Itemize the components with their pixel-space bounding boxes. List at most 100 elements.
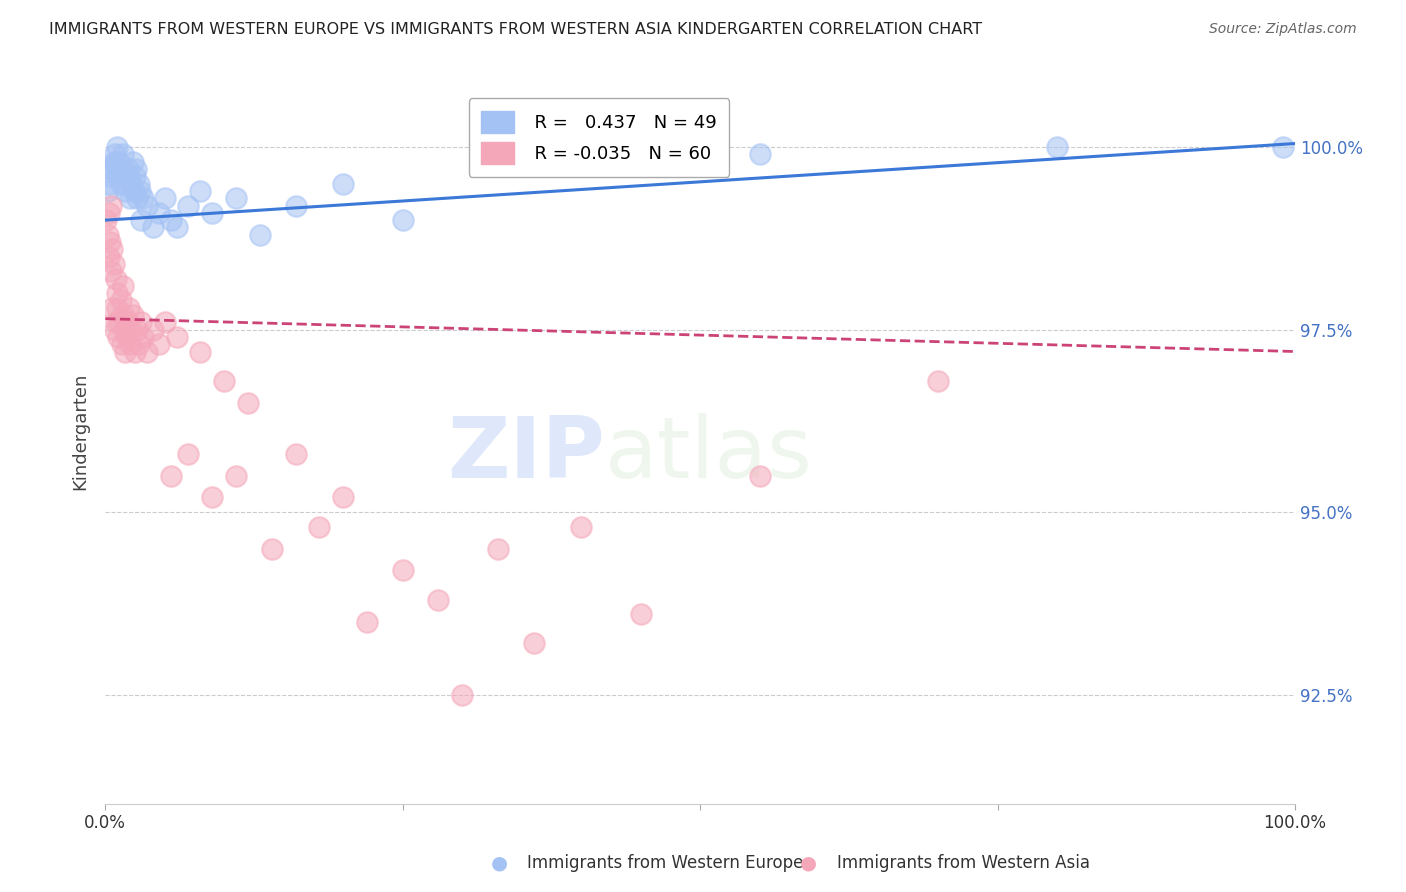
Point: [284, 447, 307, 461]
Point: [112, 308, 135, 322]
Point: [111, 162, 134, 177]
Point: [132, 330, 155, 344]
Point: [104, 323, 127, 337]
Point: [124, 344, 146, 359]
Point: [120, 191, 142, 205]
Point: [159, 468, 181, 483]
Point: [114, 344, 136, 359]
Point: [128, 184, 150, 198]
Point: [630, 607, 652, 622]
Point: [135, 344, 157, 359]
Point: [332, 491, 354, 505]
Point: [112, 278, 135, 293]
Point: [177, 198, 200, 212]
Point: [115, 177, 138, 191]
Point: [104, 147, 127, 161]
Point: [118, 301, 141, 315]
Point: [593, 154, 616, 169]
Point: [391, 213, 413, 227]
Point: [100, 264, 122, 278]
Text: IMMIGRANTS FROM WESTERN EUROPE VS IMMIGRANTS FROM WESTERN ASIA KINDERGARTEN CORR: IMMIGRANTS FROM WESTERN EUROPE VS IMMIGR…: [49, 22, 983, 37]
Point: [308, 519, 330, 533]
Point: [101, 243, 124, 257]
Point: [117, 162, 139, 177]
Point: [105, 162, 128, 177]
Point: [135, 198, 157, 212]
Point: [177, 447, 200, 461]
Point: [190, 344, 212, 359]
Point: [96, 213, 118, 227]
Point: [101, 301, 124, 315]
Point: [97, 250, 120, 264]
Point: [97, 206, 120, 220]
Point: [108, 315, 131, 329]
Point: [153, 315, 176, 329]
Point: [142, 220, 165, 235]
Point: [356, 615, 378, 629]
Point: [98, 169, 121, 184]
Point: [107, 169, 129, 184]
Point: [98, 235, 121, 249]
Point: [103, 257, 125, 271]
Point: [166, 330, 188, 344]
Point: [97, 227, 120, 242]
Point: [190, 184, 212, 198]
Point: [748, 147, 770, 161]
Point: [107, 330, 129, 344]
Point: [121, 308, 143, 322]
Point: [120, 323, 142, 337]
Point: [108, 154, 131, 169]
Point: [451, 688, 474, 702]
Point: [927, 374, 949, 388]
Point: [118, 169, 141, 184]
Point: [127, 191, 149, 205]
Y-axis label: Kindergarten: Kindergarten: [72, 373, 89, 491]
Point: [132, 191, 155, 205]
Point: [127, 323, 149, 337]
Point: [117, 315, 139, 329]
Point: [486, 541, 509, 556]
Point: [260, 541, 283, 556]
Text: Immigrants from Western Europe: Immigrants from Western Europe: [527, 855, 804, 872]
Point: [148, 206, 170, 220]
Point: [748, 468, 770, 483]
Point: [105, 140, 128, 154]
Point: [121, 154, 143, 169]
Point: [129, 213, 152, 227]
Point: [1046, 140, 1069, 154]
Point: [212, 374, 235, 388]
Point: [142, 323, 165, 337]
Point: [112, 323, 135, 337]
Point: [115, 330, 138, 344]
Point: [391, 564, 413, 578]
Point: [201, 206, 224, 220]
Point: [236, 395, 259, 409]
Point: [522, 636, 544, 650]
Point: [120, 177, 142, 191]
Point: [249, 227, 271, 242]
Point: [105, 301, 128, 315]
Text: ZIP: ZIP: [447, 413, 605, 496]
Text: ●: ●: [491, 854, 508, 872]
Point: [122, 184, 145, 198]
Text: atlas: atlas: [605, 413, 813, 496]
Point: [166, 220, 188, 235]
Point: [110, 177, 132, 191]
Point: [148, 337, 170, 351]
Point: [104, 315, 127, 329]
Point: [111, 337, 134, 351]
Text: Source: ZipAtlas.com: Source: ZipAtlas.com: [1209, 22, 1357, 37]
Point: [284, 198, 307, 212]
Point: [97, 177, 120, 191]
Legend:   R =   0.437   N = 49,   R = -0.035   N = 60: R = 0.437 N = 49, R = -0.035 N = 60: [468, 98, 730, 177]
Point: [427, 592, 450, 607]
Point: [129, 315, 152, 329]
Point: [124, 169, 146, 184]
Point: [128, 337, 150, 351]
Text: Immigrants from Western Asia: Immigrants from Western Asia: [837, 855, 1090, 872]
Point: [332, 177, 354, 191]
Point: [112, 147, 135, 161]
Point: [110, 293, 132, 308]
Point: [225, 191, 247, 205]
Point: [201, 491, 224, 505]
